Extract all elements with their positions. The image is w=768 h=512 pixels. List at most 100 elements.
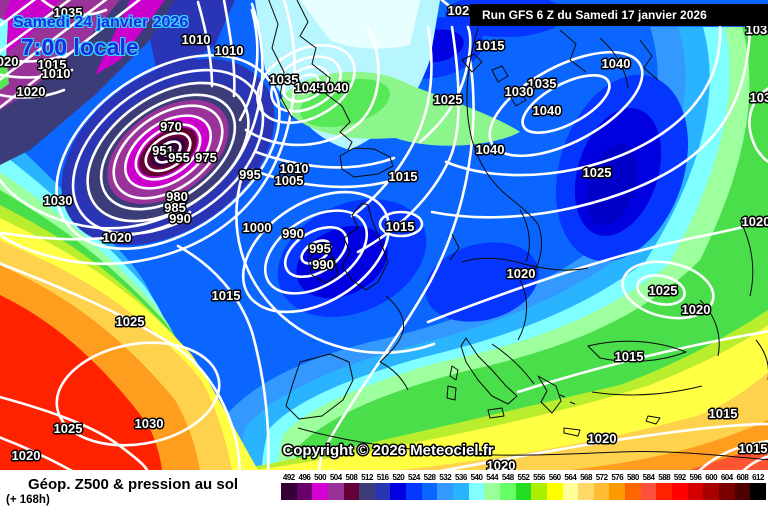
scale-swatch (672, 483, 688, 500)
pressure-label: 1015 (739, 441, 768, 456)
pressure-label: 1020 (588, 431, 617, 446)
pressure-label: 1020 (103, 230, 132, 245)
scale-swatch (640, 483, 657, 500)
scale-value: 612 (752, 473, 764, 482)
pressure-label: 990 (169, 211, 191, 226)
valid-date: Samedi 24 janvier 2026 (13, 14, 189, 31)
pressure-label: 1015 (212, 288, 241, 303)
model-run-info: Run GFS 6 Z du Samedi 17 janvier 2026 (470, 4, 768, 26)
pressure-label: 1015 (476, 38, 505, 53)
pressure-label: 990 (312, 257, 334, 272)
scale-swatch (437, 483, 454, 500)
pressure-label: 995 (239, 167, 261, 182)
scale-swatch (750, 483, 766, 500)
legend-title: Géop. Z500 & pression au sol (28, 476, 239, 493)
scale-value: 528 (423, 473, 436, 482)
pressure-label: 1010 (42, 66, 71, 81)
pressure-label-layer: 1035101010101020102010151010102010301020… (0, 2, 768, 471)
pressure-label: 1020 (17, 84, 46, 99)
scale-value: 520 (392, 473, 405, 482)
pressure-label: 1035 (54, 5, 83, 20)
pressure-label: 951 (152, 143, 174, 158)
scale-swatch (374, 483, 391, 500)
valid-time: 7:00 locale (21, 33, 139, 60)
pressure-label: 1010 (215, 43, 244, 58)
valid-date-overlay: Samedi 24 janvier 2026 7:00 locale (13, 14, 188, 60)
scale-swatch (484, 483, 500, 500)
scale-swatch (656, 483, 673, 500)
scale-value: 556 (533, 473, 545, 482)
scale-swatch (453, 483, 469, 500)
scale-value: 584 (642, 473, 655, 482)
pressure-label: 1035 (528, 76, 557, 91)
pressure-label: 1020 (448, 3, 477, 18)
pressure-label: 1020 (0, 54, 18, 69)
scale-value: 524 (408, 473, 420, 482)
pressure-label: 1015 (709, 406, 738, 421)
pressure-label: 1025 (583, 165, 612, 180)
pressure-label: 1030 (750, 90, 768, 105)
scale-swatch (327, 483, 344, 500)
scale-value: 540 (470, 473, 483, 482)
legend-bar: Géop. Z500 & pression au sol (+ 168h) 49… (0, 470, 768, 512)
pressure-label: 1030 (505, 84, 534, 99)
scale-value: 544 (486, 473, 499, 482)
scale-swatch (515, 483, 532, 500)
scale-swatch (734, 483, 751, 500)
pressure-label: 1025 (54, 421, 83, 436)
scale-value: 600 (705, 473, 718, 482)
scale-swatch (609, 483, 626, 500)
pressure-label: 1040 (533, 103, 562, 118)
scale-swatch (578, 483, 594, 500)
pressure-label: 975 (195, 150, 217, 165)
geopotential-fill-layer (0, 0, 768, 470)
color-scale-swatches (281, 483, 766, 500)
scale-value: 504 (329, 473, 342, 482)
scale-swatch (546, 483, 563, 500)
scale-swatch (390, 483, 407, 500)
coastlines (268, 0, 768, 461)
pressure-label: 1015 (389, 169, 418, 184)
pressure-label: 990 (282, 226, 304, 241)
isobar-contours (0, 0, 768, 470)
scale-value: 560 (548, 473, 561, 482)
color-scale: 492 496 500 504 508 512 516 520 524 528 532 536 540 5… (281, 473, 766, 500)
scale-value: 492 (282, 473, 295, 482)
scale-swatch (296, 483, 313, 500)
pressure-label: 1040 (320, 80, 349, 95)
color-scale-values: 492 496 500 504 508 512 516 520 524 528 532 536 540 5… (281, 473, 766, 482)
pressure-label: 1015 (615, 349, 644, 364)
scale-value: 592 (673, 473, 686, 482)
pressure-label: 1015 (38, 57, 67, 72)
scale-swatch (359, 483, 375, 500)
pressure-label: 995 (309, 241, 331, 256)
scale-value: 508 (345, 473, 358, 482)
pressure-label: 1015 (386, 219, 415, 234)
scale-swatch (281, 483, 297, 500)
scale-value: 604 (720, 473, 733, 482)
scale-swatch (718, 483, 735, 500)
scale-swatch (468, 483, 485, 500)
pressure-label: 1020 (487, 458, 516, 470)
scale-value: 580 (626, 473, 639, 482)
pressure-label: 1030 (135, 416, 164, 431)
scale-swatch (343, 483, 360, 500)
scale-value: 516 (376, 473, 389, 482)
scale-value: 588 (658, 473, 671, 482)
pressure-label: 955 (168, 150, 190, 165)
pressure-label: 985 (164, 200, 186, 215)
weather-map: 1035101010101020102010151010102010301020… (0, 0, 768, 470)
scale-swatch (531, 483, 547, 500)
scale-swatch (562, 483, 579, 500)
scale-value: 552 (517, 473, 530, 482)
scale-swatch (703, 483, 719, 500)
scale-value: 576 (611, 473, 624, 482)
pressure-label: 1030 (44, 193, 73, 208)
pressure-label: 1035 (270, 72, 299, 87)
pressure-label: 1020 (507, 266, 536, 281)
scale-value: 608 (736, 473, 749, 482)
pressure-label: 1025 (434, 92, 463, 107)
scale-swatch (312, 483, 328, 500)
pressure-label: 1005 (275, 173, 304, 188)
